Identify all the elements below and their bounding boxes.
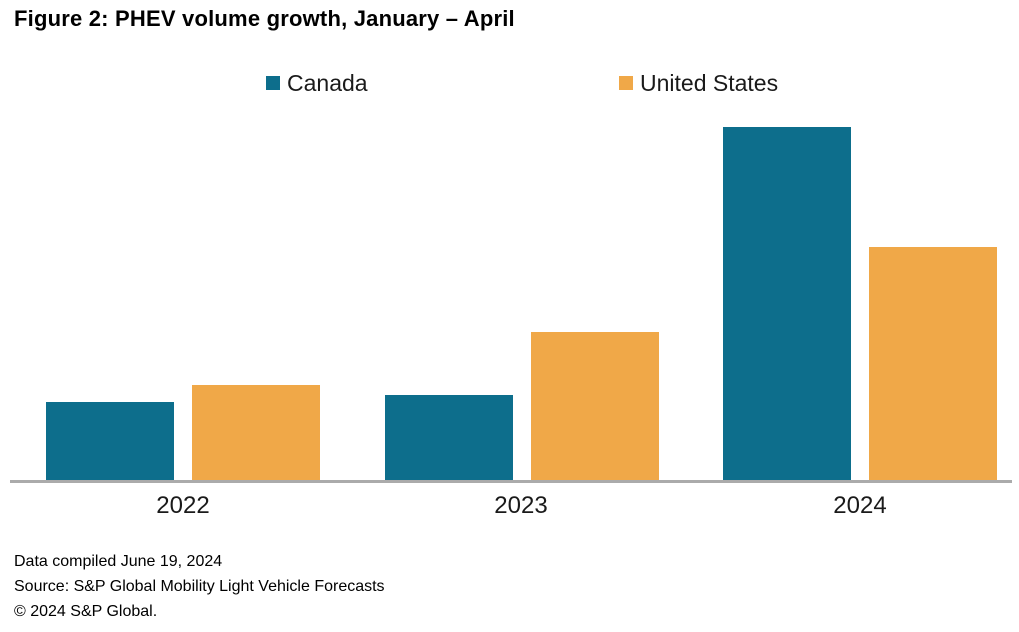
united-states-legend-swatch-icon	[619, 76, 633, 90]
bar-united-states-2022	[192, 385, 320, 480]
x-axis-label-2024: 2024	[833, 492, 887, 519]
figure-footer: Data compiled June 19, 2024 Source: S&P …	[14, 549, 385, 624]
bar-canada-2024	[722, 127, 851, 480]
legend-label-canada: Canada	[287, 69, 368, 96]
source-note: Source: S&P Global Mobility Light Vehicl…	[14, 578, 385, 595]
copyright-note: © 2024 S&P Global.	[14, 603, 158, 620]
bar-canada-2022	[46, 402, 174, 480]
x-axis-line	[10, 480, 1012, 483]
figure-title: Figure 2: PHEV volume growth, January – …	[14, 6, 515, 31]
data-compiled-note: Data compiled June 19, 2024	[14, 553, 223, 570]
canada-legend-swatch-icon	[266, 76, 280, 90]
bar-united-states-2023	[530, 332, 659, 480]
legend-item-united-states: United States	[619, 70, 778, 96]
legend-item-canada: Canada	[266, 70, 368, 96]
x-axis-label-2023: 2023	[494, 492, 548, 519]
x-axis-label-2022: 2022	[156, 492, 210, 519]
bar-canada-2023	[384, 395, 513, 480]
chart-plot-area	[46, 127, 997, 480]
legend-label-united-states: United States	[640, 69, 779, 96]
bar-united-states-2024	[868, 247, 997, 480]
